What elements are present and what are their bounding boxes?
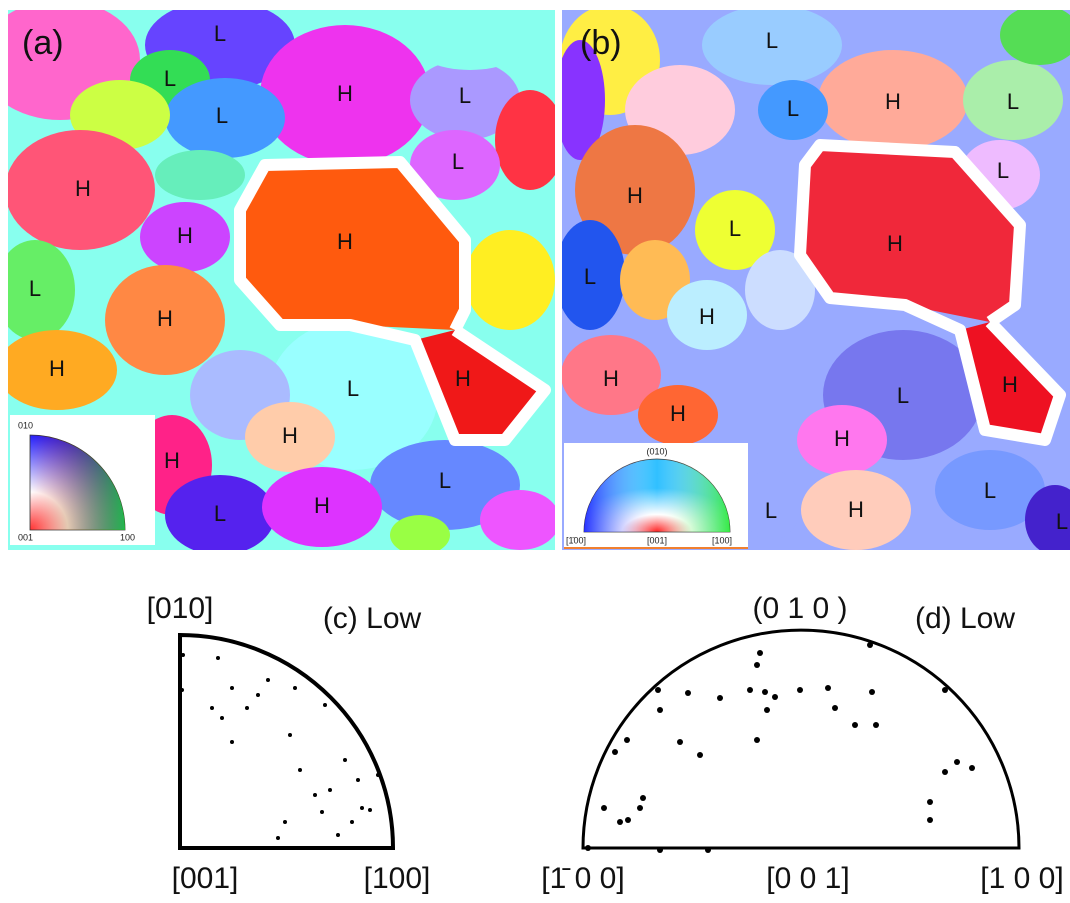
grain-label: H [337,229,353,254]
grain-label: H [455,366,471,391]
grain-label: H [670,401,686,426]
legend-label: 001 [18,532,33,542]
axis-label: [010] [147,592,214,625]
grain-label: L [765,498,777,523]
grain-label: L [766,28,778,53]
figure: 010 001 100 (010) [1̄00] [001] [100] (a)… [0,0,1070,903]
grain-label: H [164,448,180,473]
grain-label: L [1007,89,1019,114]
legend-label: (010) [646,446,667,456]
grain-label: H [848,497,864,522]
grain-label: L [347,376,359,401]
grain-label: L [459,83,471,108]
legend-label: 100 [120,532,135,542]
grain-label: H [887,231,903,256]
grain-label: H [337,81,353,106]
panel-label: (a) [22,24,64,62]
grain-label: H [314,493,330,518]
axis-label: (0 1 0 ) [752,592,847,625]
grain-label: H [603,366,619,391]
legend-label: [001] [647,535,667,545]
grain-label: L [452,149,464,174]
grain-label: H [75,176,91,201]
pole-figure-d: (0 1 0 ) (d) Low [1̄ 0 0] [0 0 1] [1 0 0… [541,592,1063,895]
axis-label: [001] [172,862,239,895]
grain-label: L [216,103,228,128]
grain-label: L [1056,509,1068,534]
panel-title: (c) Low [323,602,422,635]
grain-label: H [157,306,173,331]
axis-label: [100] [364,862,431,895]
legend-label: 010 [18,420,33,430]
pole-figure-c: [010] (c) Low [001] [100] [147,592,431,895]
grain-label: L [29,276,41,301]
legend-a: 010 001 100 [10,415,155,545]
grain-label: L [439,468,451,493]
grain-label: L [164,66,176,91]
legend-b: (010) [1̄00] [001] [100] [564,443,748,548]
legend-label: [100] [712,535,732,545]
grain-label: H [1002,372,1018,397]
grain-label: L [214,21,226,46]
grain-label: L [984,478,996,503]
axis-label: [1̄ 0 0] [541,862,624,895]
grain-label: H [177,223,193,248]
grain-label: H [282,423,298,448]
grain-label: L [997,158,1009,183]
grain-label: L [787,96,799,121]
legend-label: [1̄00] [566,535,586,545]
grain-label: L [897,383,909,408]
grain-label: H [699,304,715,329]
axis-label: [0 0 1] [766,862,849,895]
panel-label: (b) [580,24,622,62]
grain-label: H [627,183,643,208]
grain-label: L [729,216,741,241]
grain-label: L [584,264,596,289]
axis-label: [1 0 0] [980,862,1063,895]
grain-label: H [834,426,850,451]
panel-title: (d) Low [915,602,1015,635]
grain-label: H [49,356,65,381]
grain-label: L [214,501,226,526]
grain-label: H [885,89,901,114]
